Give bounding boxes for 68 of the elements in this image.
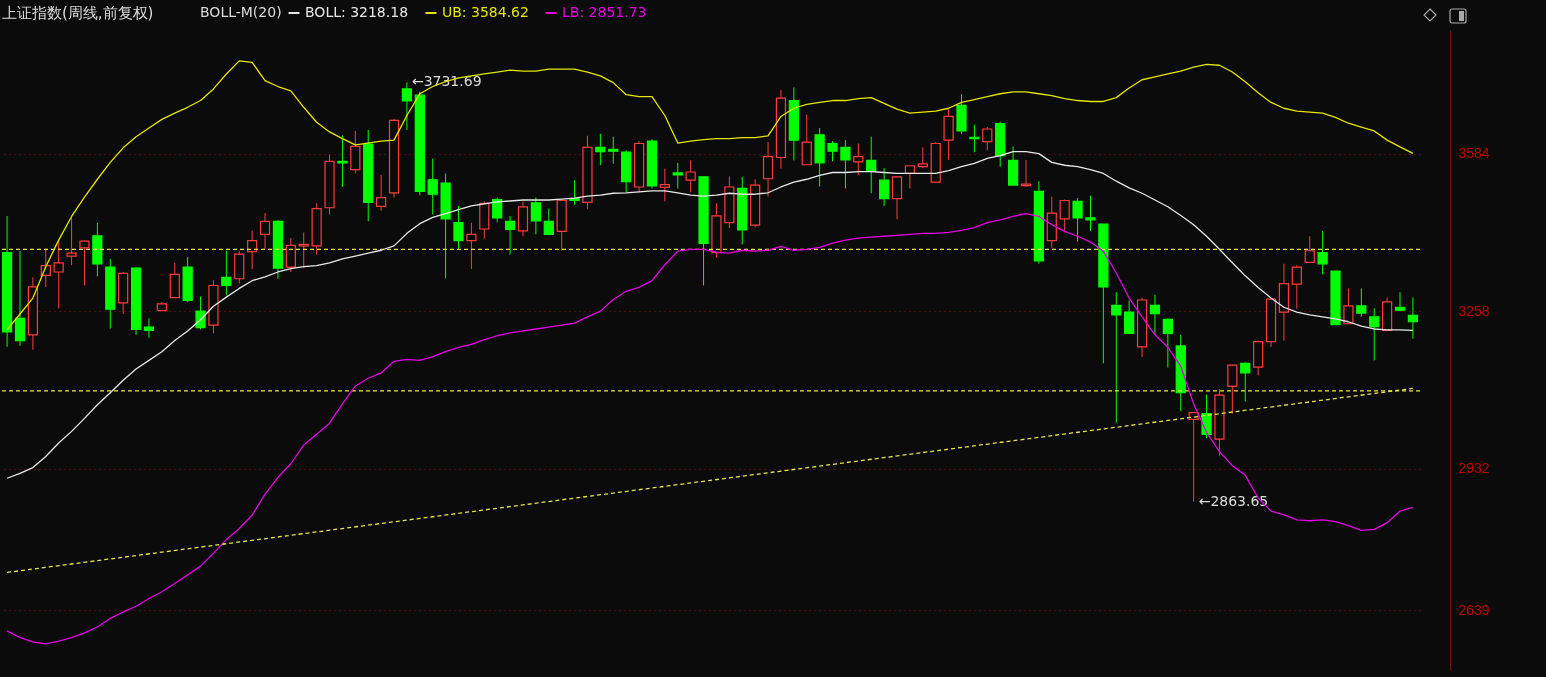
- candlestick: [1020, 159, 1032, 188]
- candlestick: [221, 250, 232, 296]
- candlestick: [298, 231, 309, 269]
- candlestick: [427, 157, 438, 216]
- candlestick: [504, 215, 516, 256]
- candlestick: [14, 250, 26, 347]
- candlestick: [195, 296, 206, 330]
- candlestick: [879, 167, 890, 207]
- candlestick: [169, 262, 180, 299]
- candlestick: [853, 143, 864, 176]
- candlestick: [259, 212, 271, 250]
- candlestick: [1111, 291, 1122, 424]
- candlestick: [247, 229, 258, 270]
- candlestick: [1124, 299, 1135, 334]
- candlestick: [376, 174, 387, 212]
- candlestick: [285, 237, 296, 273]
- candlestick: [1343, 287, 1354, 325]
- candlestick: [66, 217, 77, 266]
- candlestick: [1059, 199, 1070, 233]
- candlestick: [1291, 264, 1302, 310]
- legend-label: UB: 3584.62: [442, 4, 529, 20]
- y-tick-label: 3258: [1458, 302, 1490, 319]
- candlestick: [840, 139, 851, 189]
- candlestick: [401, 81, 413, 131]
- candlestick: [685, 159, 696, 193]
- candlestick: [1317, 230, 1328, 275]
- legend-label: LB: 2851.73: [562, 4, 647, 20]
- candlestick: [1188, 411, 1199, 503]
- candlestick: [801, 114, 812, 166]
- y-tick-label: 2639: [1458, 601, 1490, 618]
- line-series: [6, 151, 1414, 479]
- y-tick-label: 3584: [1458, 145, 1490, 162]
- candlestick: [466, 222, 477, 270]
- candlestick: [891, 175, 903, 220]
- y-tick-label: 2932: [1458, 460, 1490, 477]
- candlestick: [1407, 297, 1419, 340]
- candlestick: [53, 240, 64, 309]
- line-series: [6, 212, 1414, 645]
- candlestick: [143, 317, 155, 339]
- candlestick: [530, 197, 541, 235]
- candlestick: [1162, 317, 1173, 369]
- candlestick: [1240, 361, 1251, 402]
- chart-title: 上证指数(周线,前复权): [2, 4, 154, 23]
- candlestick: [827, 140, 838, 162]
- candlestick: [982, 126, 993, 151]
- candlestick: [492, 197, 503, 223]
- candlestick: [79, 240, 90, 287]
- candlestick: [453, 205, 464, 250]
- candlestick: [595, 133, 606, 166]
- candlestick: [1072, 197, 1083, 243]
- candlestick: [1356, 287, 1367, 318]
- candlestick: [1149, 294, 1161, 336]
- candlestick: [866, 136, 877, 194]
- legend-title: BOLL-M(20): [200, 4, 282, 20]
- candlestick: [1304, 235, 1315, 263]
- candlestick: [1227, 364, 1238, 415]
- candlestick: [1085, 195, 1096, 232]
- legend-label: BOLL: 3218.18: [305, 4, 409, 20]
- candlestick: [917, 146, 928, 169]
- candlestick: [672, 162, 683, 189]
- candlestick: [943, 108, 954, 161]
- candlestick: [543, 208, 554, 236]
- candlestick: [762, 141, 774, 198]
- candlestick: [1369, 307, 1380, 361]
- candlestick: [608, 136, 619, 165]
- candlestick: [659, 168, 670, 202]
- candlestick: [350, 130, 361, 174]
- line-series: [6, 60, 1414, 331]
